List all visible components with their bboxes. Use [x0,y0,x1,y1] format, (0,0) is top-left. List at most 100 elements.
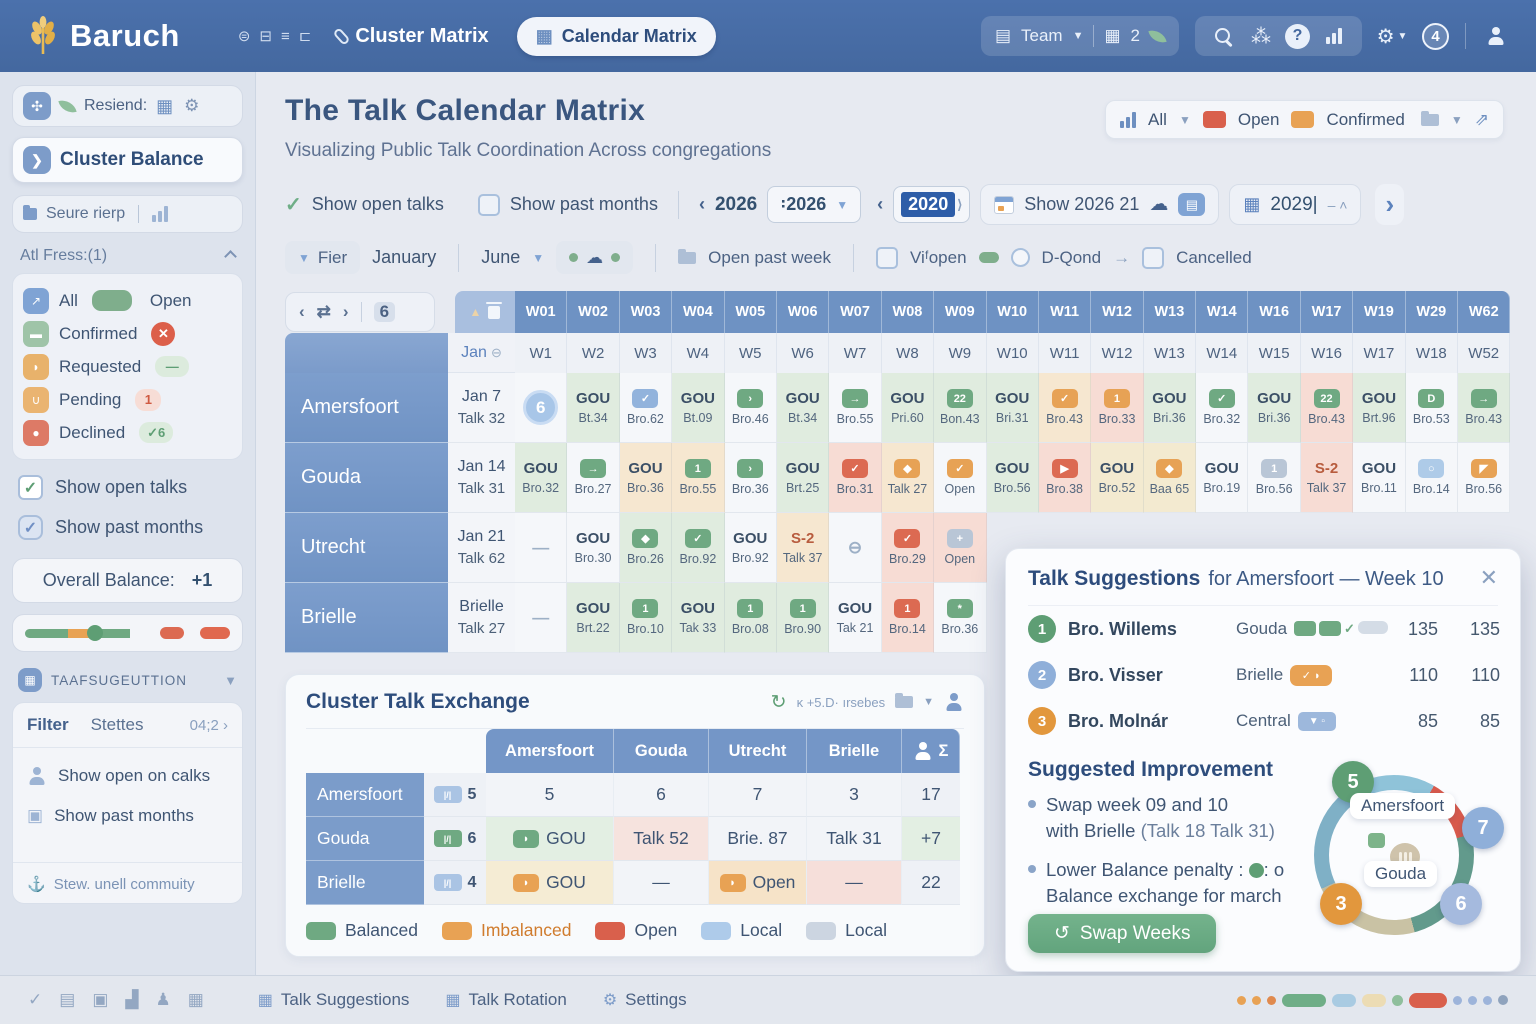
sidebar-filter-confirmed[interactable]: ▬ Confirmed ✕ [23,317,232,350]
filter-dropdown[interactable]: ▼ Fier [285,241,361,274]
matrix-cell[interactable]: 1 Bro.10 [619,583,673,653]
matrix-cell[interactable]: ✓ Bro.32 [1196,373,1249,443]
circle-icon[interactable]: ⊜ [237,28,251,45]
open-past-week-filter[interactable]: Open past week [708,247,832,267]
prev-year-button[interactable]: ‹ [698,194,705,214]
chevron-down-icon[interactable]: ▼ [1450,112,1463,127]
matrix-cell[interactable]: D Bro.53 [1405,373,1459,443]
cloud-icon[interactable]: ☁ [1149,194,1169,215]
chevron-down-icon[interactable]: ▼ [1072,30,1084,42]
matrix-cell[interactable]: ◤ Bro.56 [1458,443,1511,513]
nav-calendar-matrix[interactable]: ▦ Calendar Matrix [516,16,716,56]
exchange-cell[interactable]: ◗ Open [709,861,807,905]
matrix-cell[interactable]: GOU Bro.32 [515,443,568,513]
exchange-cell[interactable]: 7 [709,773,807,817]
weather-toggle[interactable]: ☁ [556,241,634,274]
matrix-cell[interactable]: → Bro.55 [829,373,882,443]
matrix-cell[interactable]: 1 Bro.33 [1091,373,1144,443]
brand[interactable]: Baruch [26,16,180,56]
next-week-button[interactable]: › [342,302,349,321]
matrix-cell[interactable]: ✓ Bro.29 [881,513,935,583]
matrix-cell[interactable]: → Bro.43 [1458,373,1511,443]
matrix-cell[interactable]: GOU Bt.09 [672,373,725,443]
matrix-cell[interactable]: ◆ Baa 65 [1143,443,1197,513]
diagram-node[interactable]: 6 [1440,883,1482,925]
gear-icon[interactable]: ⚙ ▼ [1376,25,1408,48]
tab-filter[interactable]: Filter [27,715,69,734]
week-header-cell[interactable]: W08 [881,291,935,333]
matrix-cell[interactable]: ✓ Bro.43 [1038,373,1092,443]
sort-icon[interactable]: ▲ [469,305,482,319]
panel-icon[interactable]: ▤ [1178,193,1206,216]
sidebar-filter-requested[interactable]: ◗ Requested — [23,350,232,383]
matrix-cell[interactable]: — [515,583,568,653]
list-icon[interactable]: ≡ [280,27,290,45]
week-header-cell[interactable]: W07 [829,291,882,333]
matrix-cell[interactable]: 6 [515,373,568,443]
exchange-cell[interactable]: 3 [807,773,902,817]
sparkle-button[interactable]: ✣ [23,92,51,120]
folder-icon[interactable] [1420,110,1439,126]
diagram-node[interactable]: 7 [1462,807,1504,849]
matrix-cell[interactable]: GOU Bro.11 [1353,443,1406,513]
matrix-cell[interactable]: + Open [934,513,987,583]
week-header-cell[interactable]: W13 [1143,291,1197,333]
matrix-cell[interactable]: › Bro.36 [724,443,777,513]
person-icon[interactable] [944,692,964,712]
footer-tool-icon[interactable]: ▟ [125,990,139,1009]
help-icon[interactable]: ? [1285,23,1310,49]
chevron-down-icon[interactable]: ▼ [923,696,934,708]
congregation-name[interactable]: Utrecht [285,513,448,583]
show-open-talks-checkbox[interactable]: ✓ Show open talks [18,475,237,500]
matrix-cell[interactable]: GOU Tak 33 [672,583,725,653]
c-icon[interactable]: ⊏ [298,28,312,45]
exchange-cell[interactable]: Talk 31 [807,817,902,861]
sidebar-filter-declined[interactable]: ● Declined ✓6 [23,416,232,449]
tab-states[interactable]: Stettes [90,715,144,734]
filters-header[interactable]: Atl Fress:(1) [20,247,237,265]
exchange-cell[interactable]: — [807,861,902,905]
exchange-cell[interactable]: Brie. 87 [709,817,807,861]
sidebar-filter-pending[interactable]: ∪ Pending 1 [23,383,232,416]
week-header-cell[interactable]: W19 [1353,291,1406,333]
balance-knob[interactable] [86,624,103,641]
grid-icon[interactable]: ▦ [156,95,174,116]
matrix-cell[interactable]: GOU Bro.92 [724,513,777,583]
option-show-past-months[interactable]: ▣ Show past months [13,796,242,836]
matrix-cell[interactable]: › Bro.46 [724,373,777,443]
exchange-cell[interactable]: ◗ GOU [486,817,614,861]
exchange-cell[interactable]: Talk 52 [614,817,709,861]
matrix-cell[interactable]: ○ Bro.14 [1405,443,1459,513]
matrix-cell[interactable]: GOU Bro.19 [1196,443,1249,513]
split-icon[interactable]: ⊟ [259,28,272,45]
matrix-cell[interactable]: GOU Brt.25 [776,443,830,513]
matrix-cell[interactable]: S-2 Talk 37 [1300,443,1354,513]
matrix-cell[interactable]: GOU Bro.36 [619,443,673,513]
week-header-cell[interactable]: W04 [672,291,725,333]
matrix-cell[interactable]: ◆ Talk 27 [881,443,935,513]
next-page-button[interactable]: › [1375,184,1405,225]
exchange-cell[interactable]: 6 [614,773,709,817]
legend-all-label[interactable]: All [1148,109,1167,129]
matrix-cell[interactable]: — [515,513,568,583]
exchange-cell[interactable]: — [614,861,709,905]
month-from[interactable]: January [372,247,437,267]
stats-icon[interactable] [1320,22,1348,50]
notification-badge[interactable]: 4 [1422,22,1449,50]
matrix-cell[interactable]: ✓ Bro.92 [672,513,725,583]
exchange-cell[interactable]: 5 [486,773,614,817]
user-icon[interactable] [1482,22,1510,50]
team-label[interactable]: Team [1021,26,1063,45]
matrix-cell[interactable]: GOU Pri.60 [881,373,935,443]
share-icon[interactable]: ⇗ [1474,109,1489,129]
suggestion-row[interactable]: 1 Bro. Willems Gouda ✓ 135 135 [1028,606,1500,652]
cancelled-checkbox[interactable] [1142,246,1165,269]
swap-weeks-button[interactable]: ↺ Swap Weeks [1028,914,1217,953]
matrix-cell[interactable]: GOU Bt.34 [776,373,830,443]
show-past-months-checkbox[interactable] [477,193,500,216]
footer-nav-talk-suggestions[interactable]: ▦ Talk Suggestions [244,983,424,1017]
congregation-name[interactable]: Brielle [285,583,448,653]
matrix-cell[interactable]: GOU Bri.31 [986,373,1039,443]
week-header-cell[interactable]: W17 [1300,291,1354,333]
footer-tool-icon[interactable]: ▤ [59,990,76,1009]
